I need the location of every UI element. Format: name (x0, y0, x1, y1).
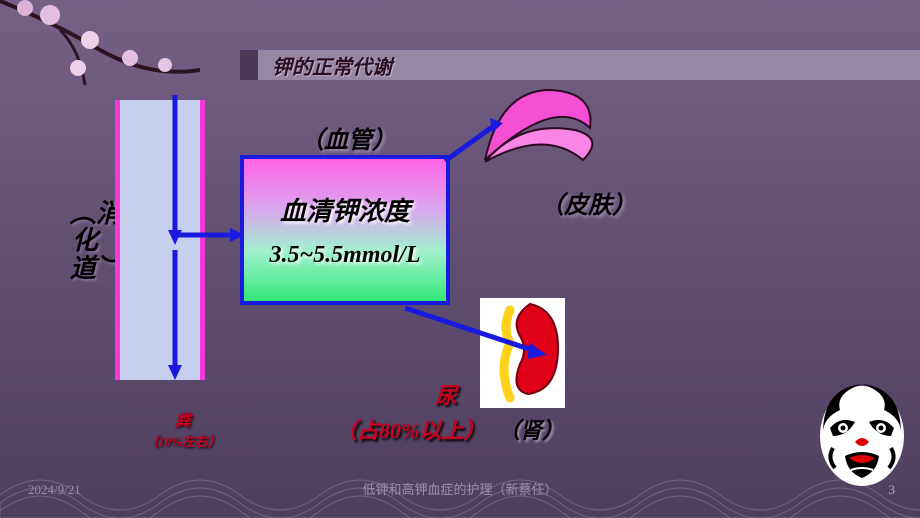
opera-mask-icon (815, 378, 910, 488)
feces-arrow-icon (165, 250, 185, 380)
footer-caption: 低钾和高钾血症的护理（新蔡任） (0, 479, 920, 498)
digestive-tract-label: ︵消化道︶ (70, 200, 100, 282)
serum-k-box: 血清钾浓度 3.5~5.5mmol/L (240, 155, 450, 305)
feces-percent-label: （10%左右） (128, 431, 238, 450)
urine-percent-label: （占80%以上） (335, 413, 485, 445)
feces-label-group: 粪 （10%左右） (128, 407, 238, 450)
kidney-label: （肾） (498, 413, 564, 445)
diagram-area: ︵消化道︶ （血管） 血清钾浓度 3.5~5.5mmol/L （皮肤） 尿 (70, 85, 850, 465)
page-number: 3 (889, 482, 896, 498)
kidney-arrow-icon (400, 303, 550, 363)
skin-arrow-icon (440, 115, 510, 170)
vessel-label: （血管） (300, 120, 396, 155)
intake-arrow-icon (165, 95, 185, 245)
serum-k-title: 血清钾浓度 (280, 191, 410, 228)
slide-title: 钾的正常代谢 (240, 50, 920, 80)
skin-label: （皮肤） (540, 185, 636, 220)
serum-k-value: 3.5~5.5mmol/L (269, 242, 420, 269)
urine-label: 尿 (435, 378, 457, 410)
absorb-arrow-icon (173, 225, 245, 245)
feces-label: 粪 (128, 407, 238, 431)
